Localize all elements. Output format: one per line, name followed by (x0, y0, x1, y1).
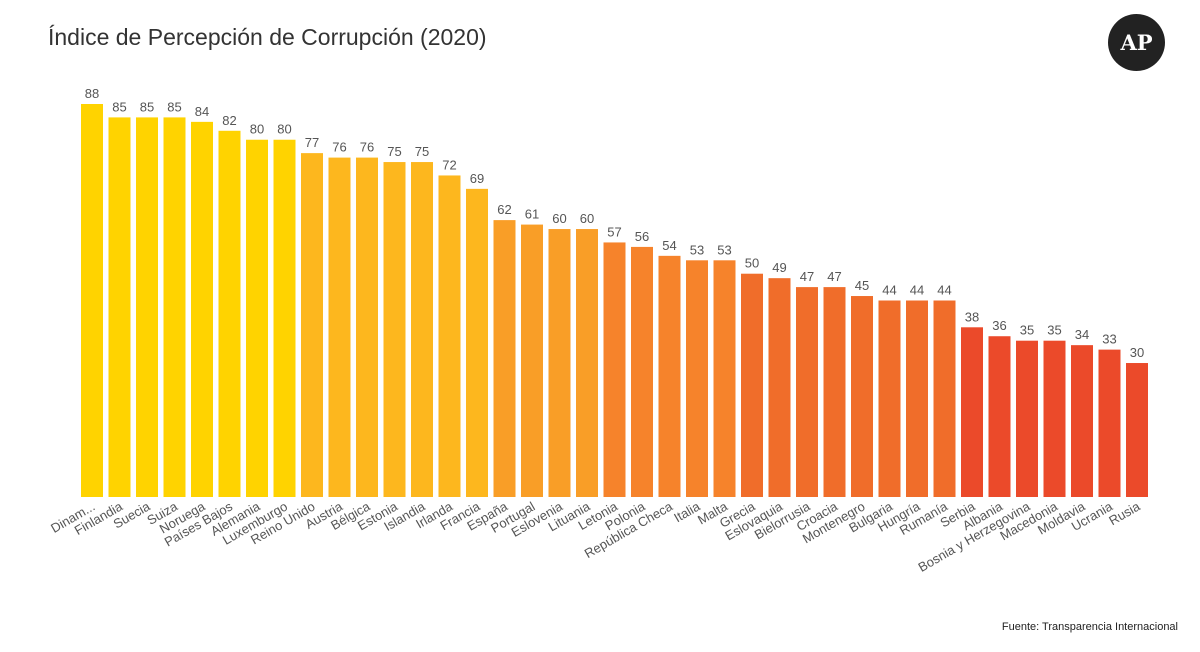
bar-7 (273, 139, 296, 497)
bar-38 (1126, 363, 1148, 497)
data-label-7: 80 (277, 122, 291, 137)
data-label-9: 76 (332, 140, 346, 155)
bar-3 (163, 117, 186, 497)
bar-9 (328, 157, 351, 497)
data-label-1: 85 (112, 99, 126, 114)
chart-title: Índice de Percepción de Corrupción (2020… (48, 24, 487, 50)
data-label-13: 72 (442, 157, 456, 172)
data-label-27: 47 (827, 269, 841, 284)
bar-10 (356, 157, 378, 497)
bar-4 (191, 121, 213, 497)
data-label-25: 49 (772, 260, 786, 275)
data-label-17: 60 (552, 211, 566, 226)
data-label-30: 44 (910, 283, 924, 298)
ap-logo: AP (1108, 14, 1165, 71)
bar-27 (823, 287, 846, 497)
bar-23 (713, 260, 736, 497)
source-note: Fuente: Transparencia Internacional (1001, 621, 1178, 633)
data-label-14: 69 (470, 171, 484, 186)
bar-14 (466, 188, 488, 497)
bar-21 (658, 255, 681, 497)
bar-33 (988, 336, 1011, 497)
data-label-32: 38 (965, 309, 979, 324)
data-label-33: 36 (992, 318, 1006, 333)
data-label-21: 54 (662, 238, 676, 253)
data-label-12: 75 (415, 144, 429, 159)
bar-24 (741, 273, 763, 497)
data-label-2: 85 (140, 99, 154, 114)
bar-31 (933, 300, 956, 497)
bar-20 (631, 246, 653, 497)
data-label-37: 33 (1102, 332, 1116, 347)
bar-17 (548, 229, 571, 497)
data-label-28: 45 (855, 278, 869, 293)
data-label-19: 57 (607, 224, 621, 239)
data-label-15: 62 (497, 202, 511, 217)
bar-34 (1016, 340, 1038, 497)
bar-25 (768, 278, 791, 497)
data-label-3: 85 (167, 99, 181, 114)
data-label-35: 35 (1047, 323, 1061, 338)
bar-11 (383, 162, 406, 497)
data-label-11: 75 (387, 144, 401, 159)
bar-30 (906, 300, 928, 497)
bar-36 (1071, 345, 1093, 497)
data-label-6: 80 (250, 122, 264, 137)
bar-15 (493, 220, 516, 497)
data-label-31: 44 (937, 283, 951, 298)
data-label-38: 30 (1130, 345, 1144, 360)
bar-8 (301, 153, 323, 497)
bar-26 (796, 287, 818, 497)
bar-19 (603, 242, 626, 497)
data-label-10: 76 (360, 140, 374, 155)
bar-1 (108, 117, 131, 497)
bar-16 (521, 224, 543, 498)
bar-28 (851, 296, 873, 497)
data-label-5: 82 (222, 113, 236, 128)
data-label-24: 50 (745, 256, 759, 271)
bar-22 (686, 260, 708, 497)
data-label-36: 34 (1075, 327, 1089, 342)
bar-35 (1043, 340, 1066, 497)
bar-29 (878, 300, 901, 497)
data-label-20: 56 (635, 229, 649, 244)
bar-13 (438, 175, 461, 498)
bar-5 (218, 130, 241, 497)
bar-37 (1098, 349, 1121, 497)
data-label-0: 88 (85, 86, 99, 101)
data-label-18: 60 (580, 211, 594, 226)
data-label-16: 61 (525, 207, 539, 222)
bar-18 (576, 229, 598, 497)
data-label-26: 47 (800, 269, 814, 284)
bar-12 (411, 162, 433, 497)
bar-0 (81, 104, 103, 497)
data-label-34: 35 (1020, 323, 1034, 338)
bar-6 (246, 139, 268, 497)
bar-32 (961, 327, 983, 497)
data-label-22: 53 (690, 242, 704, 257)
category-label-38: Rusia (1106, 498, 1143, 528)
data-label-8: 77 (305, 135, 319, 150)
bar-2 (136, 117, 158, 497)
data-label-23: 53 (717, 242, 731, 257)
data-label-4: 84 (195, 104, 209, 119)
data-label-29: 44 (882, 283, 896, 298)
